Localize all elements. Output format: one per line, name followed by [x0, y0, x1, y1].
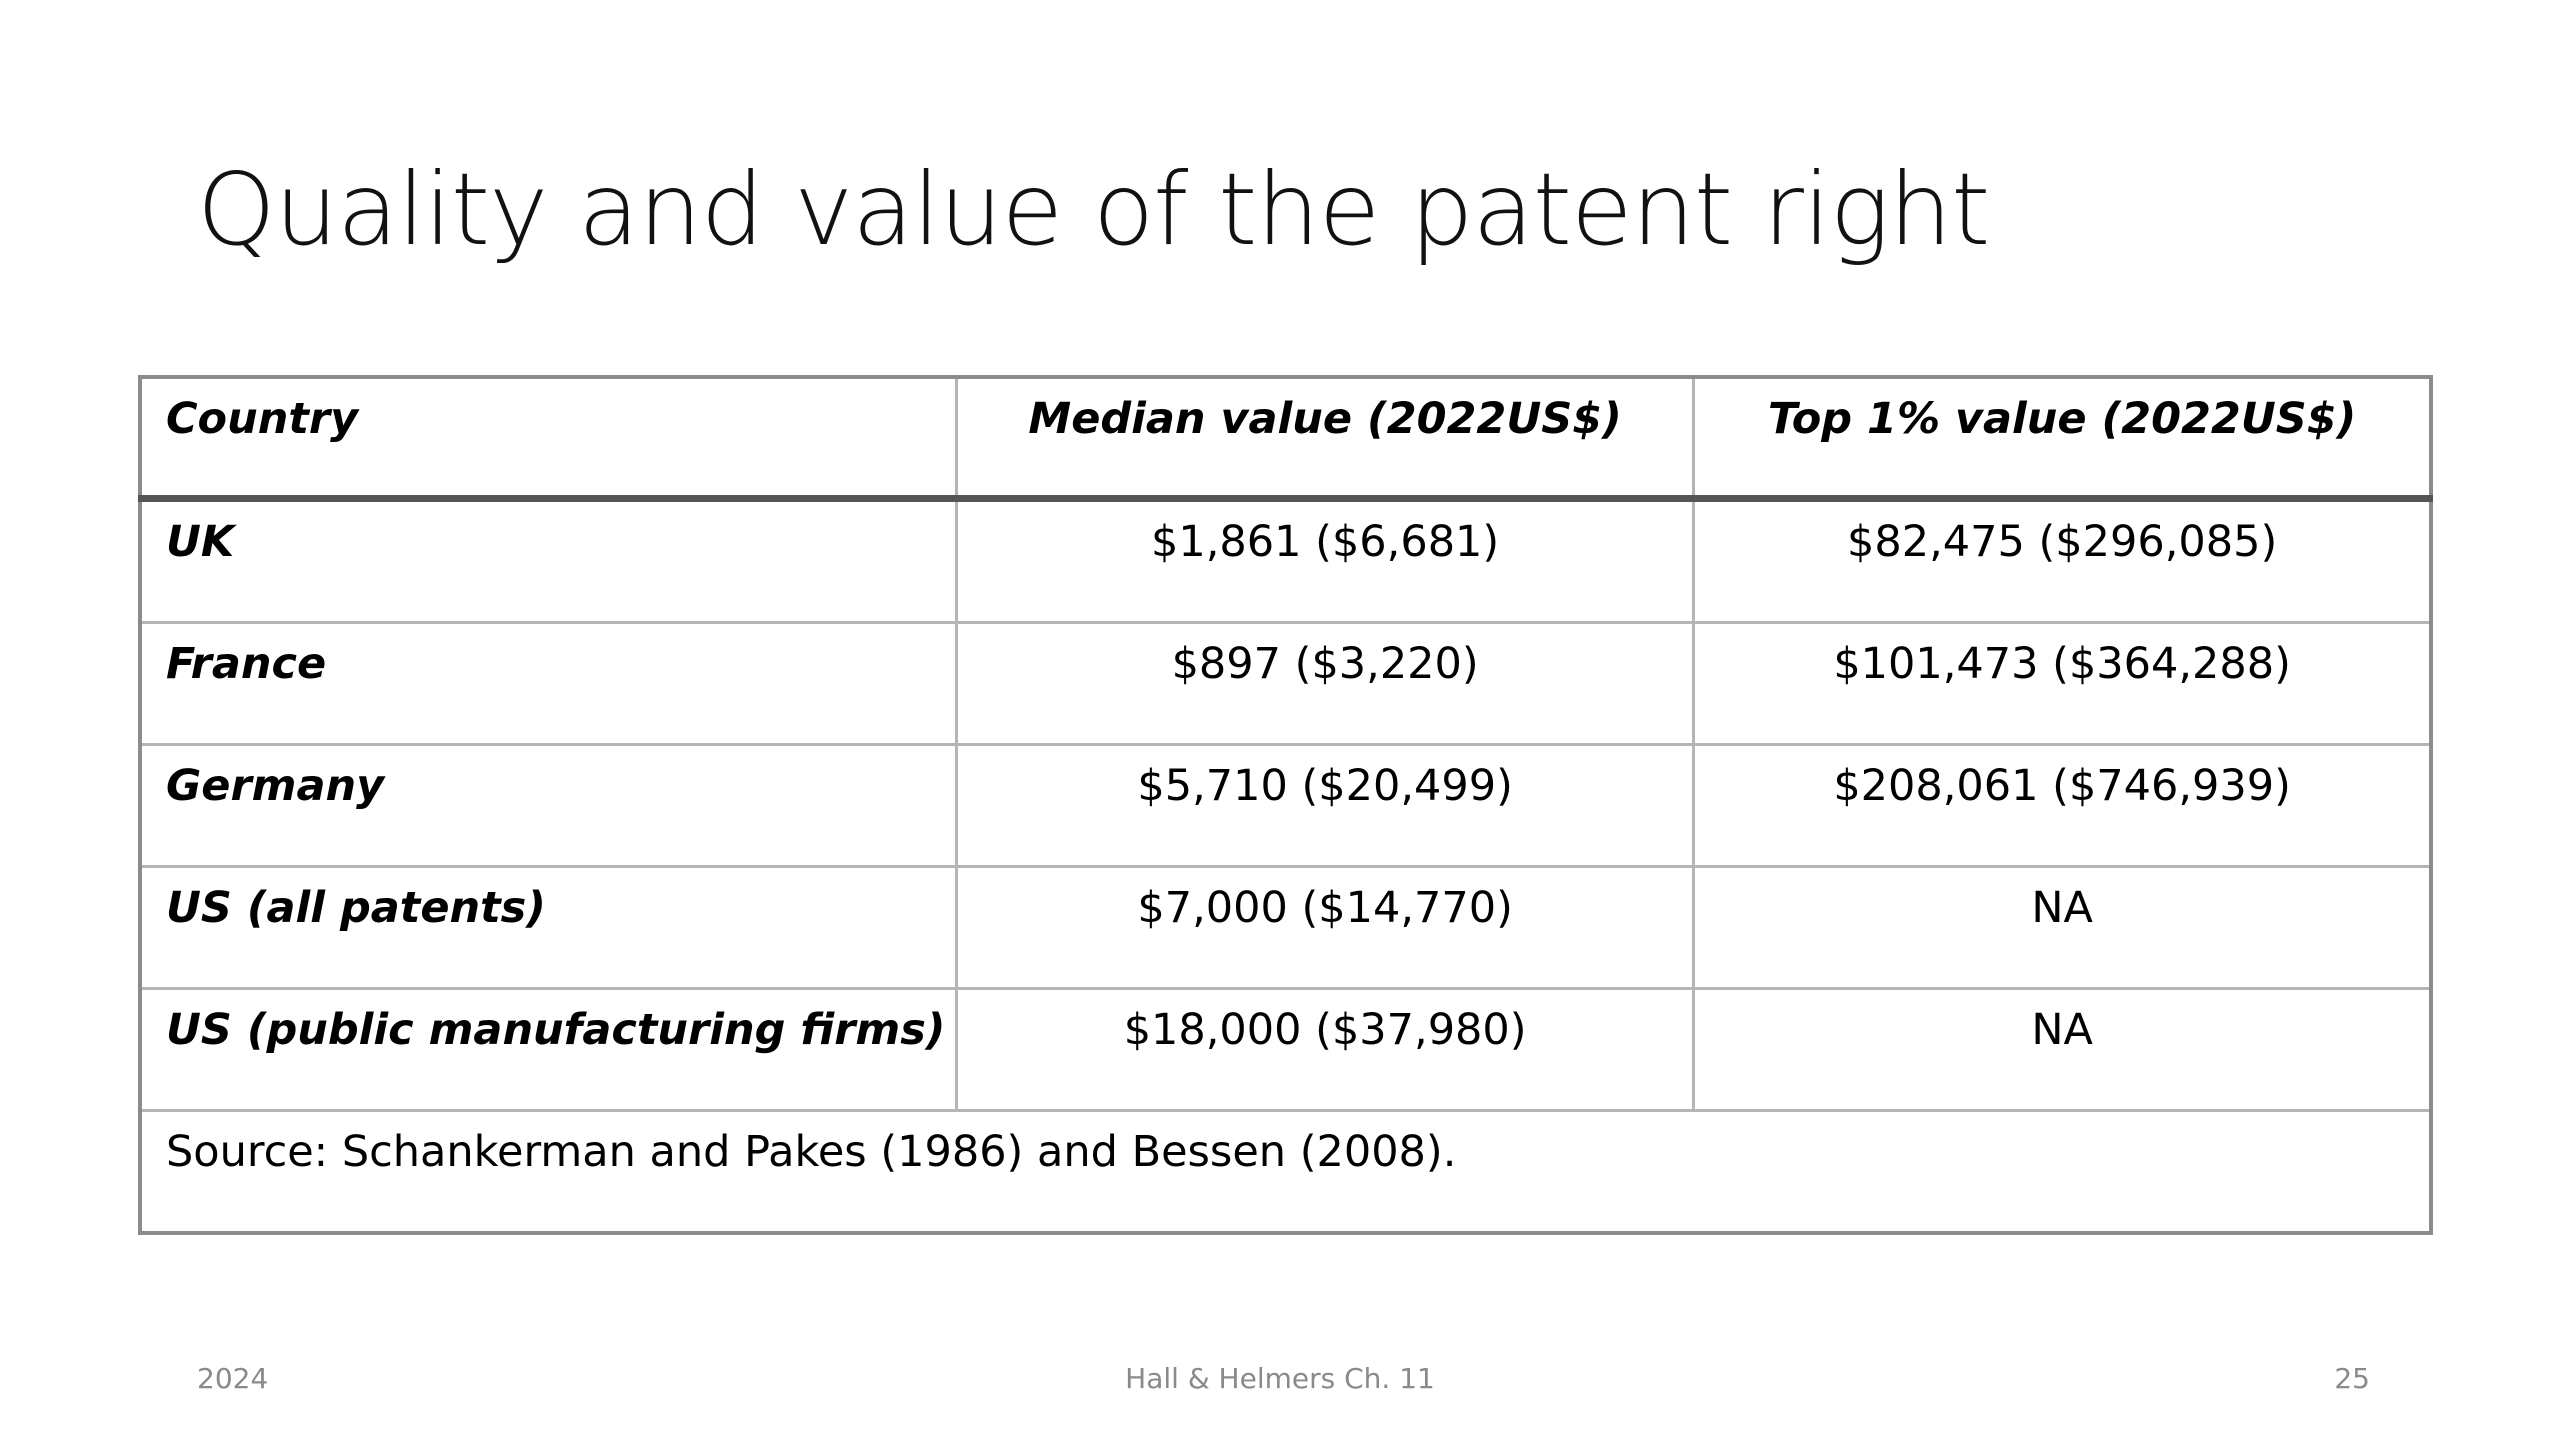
median-value-cell: $5,710 ($20,499)	[954, 743, 1696, 868]
top1-value-cell: NA	[1692, 987, 2433, 1112]
footer-date: 2024	[197, 1362, 269, 1395]
country-cell: UK	[138, 497, 958, 624]
source-note: Source: Schankerman and Pakes (1986) and…	[138, 1109, 2433, 1235]
median-value-cell: $7,000 ($14,770)	[954, 865, 1696, 990]
patent-value-table: Country Median value (2022US$) Top 1% va…	[138, 375, 2433, 1235]
table-header-row: Country Median value (2022US$) Top 1% va…	[138, 375, 2433, 502]
table-row: US (all patents) $7,000 ($14,770) NA	[138, 865, 2433, 990]
source-row: Source: Schankerman and Pakes (1986) and…	[138, 1109, 2433, 1235]
footer-title: Hall & Helmers Ch. 11	[1125, 1362, 1435, 1395]
country-cell: US (public manufacturing firms)	[138, 987, 958, 1112]
median-value-cell: $18,000 ($37,980)	[954, 987, 1696, 1112]
country-cell: Germany	[138, 743, 958, 868]
top1-value-cell: $208,061 ($746,939)	[1692, 743, 2433, 868]
top1-value-cell: $101,473 ($364,288)	[1692, 621, 2433, 746]
slide-number: 25	[2334, 1362, 2370, 1395]
top1-value-cell: NA	[1692, 865, 2433, 990]
top1-value-cell: $82,475 ($296,085)	[1692, 497, 2433, 624]
header-top1-value: Top 1% value (2022US$)	[1692, 375, 2433, 502]
country-cell: US (all patents)	[138, 865, 958, 990]
header-country: Country	[138, 375, 958, 502]
table-row: US (public manufacturing firms) $18,000 …	[138, 987, 2433, 1112]
slide-title: Quality and value of the patent right	[197, 151, 1990, 268]
table-row: France $897 ($3,220) $101,473 ($364,288)	[138, 621, 2433, 746]
table-row: Germany $5,710 ($20,499) $208,061 ($746,…	[138, 743, 2433, 868]
table-row: UK $1,861 ($6,681) $82,475 ($296,085)	[138, 497, 2433, 624]
header-median-value: Median value (2022US$)	[954, 375, 1696, 502]
median-value-cell: $1,861 ($6,681)	[954, 497, 1696, 624]
median-value-cell: $897 ($3,220)	[954, 621, 1696, 746]
country-cell: France	[138, 621, 958, 746]
